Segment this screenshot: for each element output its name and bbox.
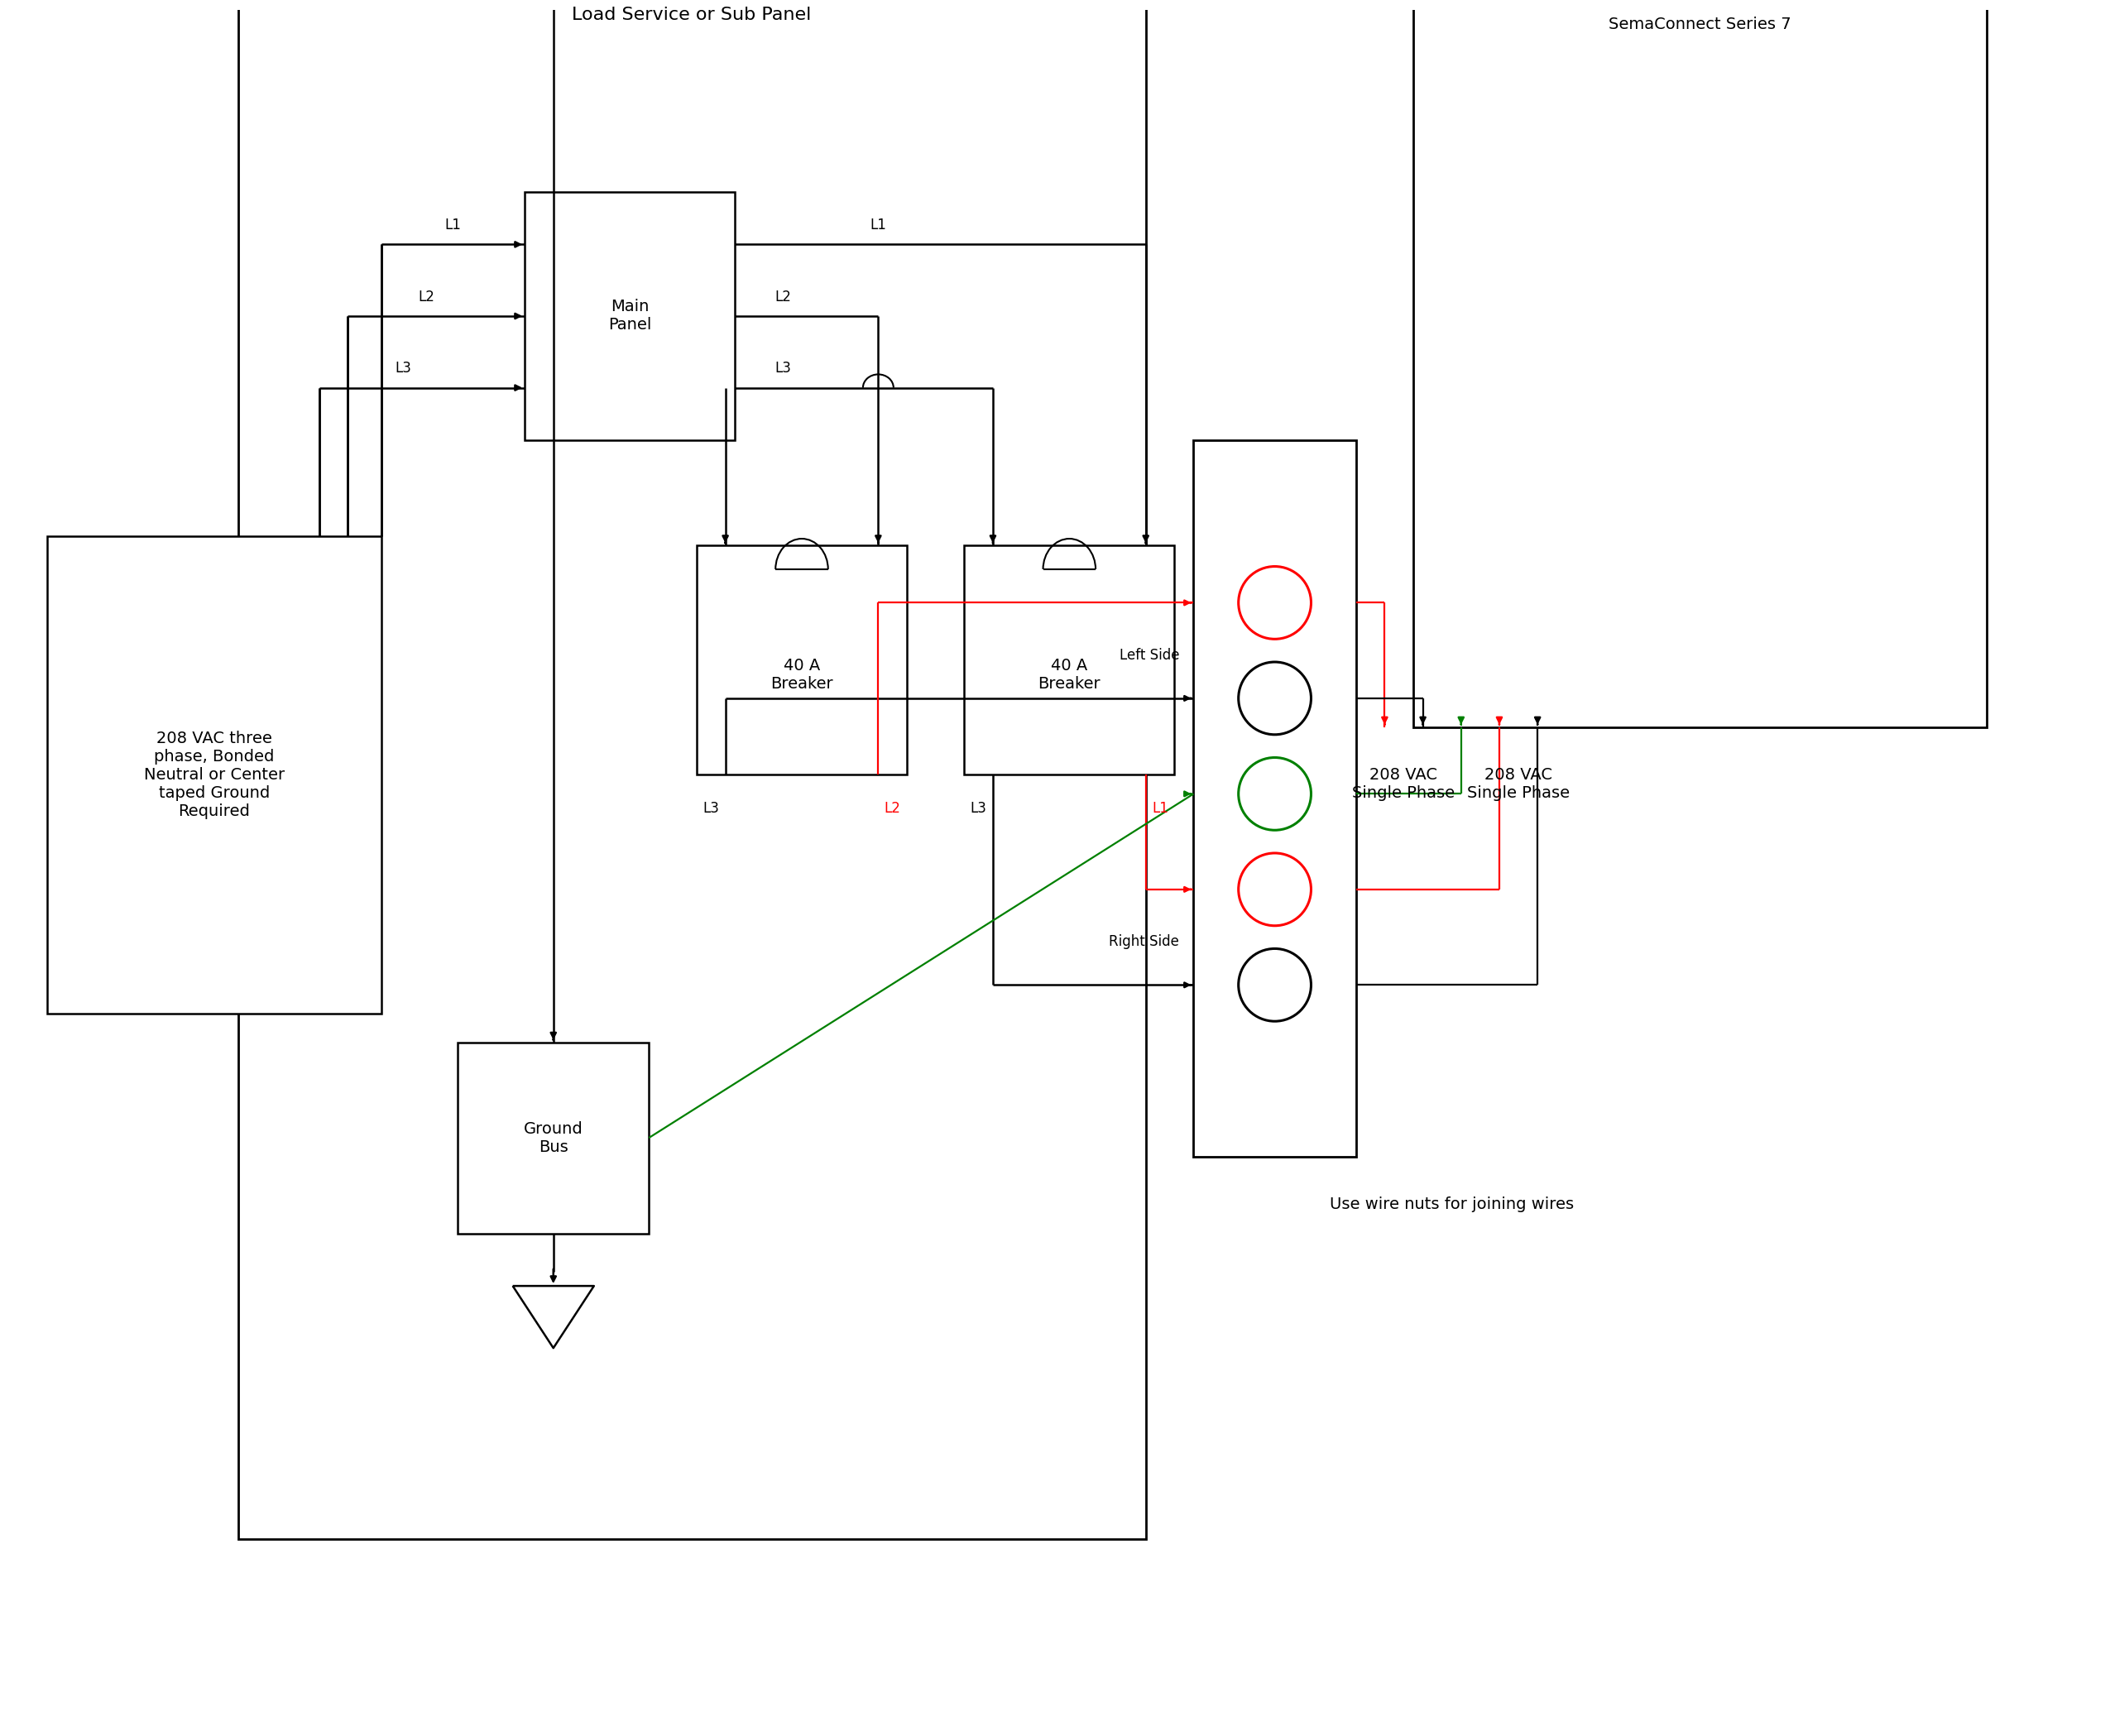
Text: L3: L3 bbox=[395, 361, 411, 377]
Text: L3: L3 bbox=[774, 361, 791, 377]
Bar bbox=[1414, 0, 1988, 727]
Bar bbox=[964, 545, 1175, 774]
Text: L1: L1 bbox=[1152, 800, 1169, 816]
Text: L2: L2 bbox=[418, 290, 435, 304]
Bar bbox=[46, 536, 382, 1014]
Text: Left Side: Left Side bbox=[1118, 648, 1179, 663]
Text: L1: L1 bbox=[869, 217, 886, 233]
Text: Main
Panel: Main Panel bbox=[608, 299, 652, 333]
Text: 208 VAC three
phase, Bonded
Neutral or Center
taped Ground
Required: 208 VAC three phase, Bonded Neutral or C… bbox=[143, 731, 285, 819]
Text: Ground
Bus: Ground Bus bbox=[523, 1121, 582, 1154]
Text: L3: L3 bbox=[971, 800, 987, 816]
Text: L2: L2 bbox=[774, 290, 791, 304]
Text: 40 A
Breaker: 40 A Breaker bbox=[1038, 658, 1101, 691]
Bar bbox=[696, 545, 907, 774]
Text: L2: L2 bbox=[884, 800, 901, 816]
Bar bbox=[525, 193, 734, 441]
Text: L1: L1 bbox=[445, 217, 462, 233]
Text: L3: L3 bbox=[703, 800, 720, 816]
Text: SemaConnect Series 7: SemaConnect Series 7 bbox=[1608, 17, 1791, 33]
Bar bbox=[458, 1042, 650, 1233]
Text: 40 A
Breaker: 40 A Breaker bbox=[770, 658, 833, 691]
Text: Right Side: Right Side bbox=[1110, 934, 1179, 950]
Bar bbox=[238, 0, 1146, 1540]
Text: Load Service or Sub Panel: Load Service or Sub Panel bbox=[572, 7, 812, 23]
Text: 208 VAC
Single Phase: 208 VAC Single Phase bbox=[1466, 767, 1570, 802]
Text: Use wire nuts for joining wires: Use wire nuts for joining wires bbox=[1329, 1196, 1574, 1212]
Bar bbox=[1194, 441, 1357, 1156]
Text: 208 VAC
Single Phase: 208 VAC Single Phase bbox=[1353, 767, 1456, 802]
